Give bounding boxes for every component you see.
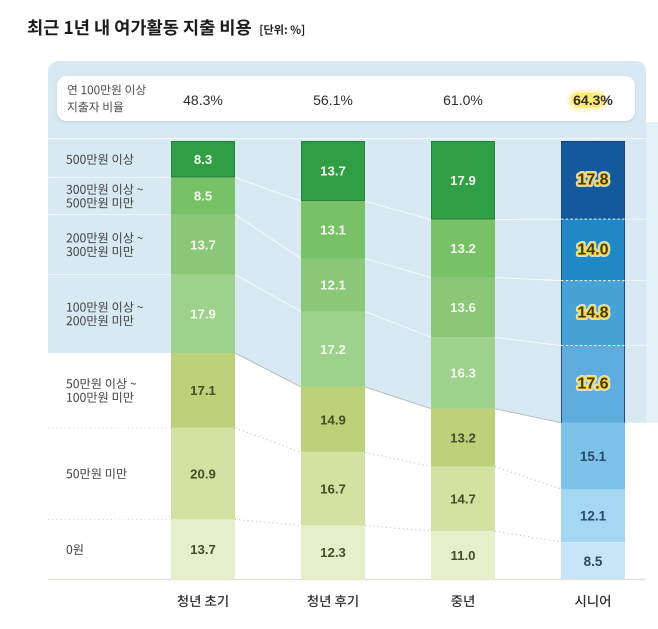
svg-text:13.7: 13.7: [320, 164, 346, 179]
svg-text:15.1: 15.1: [580, 449, 607, 464]
svg-text:14.8: 14.8: [577, 305, 608, 322]
svg-text:17.8: 17.8: [577, 172, 608, 189]
svg-text:17.9: 17.9: [190, 307, 216, 322]
svg-text:8.5: 8.5: [584, 554, 603, 569]
svg-text:12.1: 12.1: [580, 509, 607, 524]
svg-text:56.1%: 56.1%: [313, 92, 353, 108]
svg-text:13.7: 13.7: [190, 542, 216, 557]
svg-text:14.8: 14.8: [577, 305, 608, 322]
svg-text:13.1: 13.1: [320, 223, 346, 238]
svg-text:61.0%: 61.0%: [443, 92, 483, 108]
svg-text:16.7: 16.7: [320, 482, 346, 497]
svg-text:14.0: 14.0: [577, 241, 608, 258]
svg-text:17.6: 17.6: [577, 376, 608, 393]
svg-text:8.3: 8.3: [194, 152, 212, 167]
svg-text:48.3%: 48.3%: [183, 92, 223, 108]
svg-text:17.6: 17.6: [577, 376, 608, 393]
svg-text:13.2: 13.2: [450, 241, 476, 256]
svg-text:12.3: 12.3: [320, 545, 346, 560]
svg-text:64.3%: 64.3%: [573, 92, 613, 108]
svg-text:17.8: 17.8: [577, 172, 608, 189]
svg-text:11.0: 11.0: [451, 548, 476, 563]
svg-text:16.3: 16.3: [450, 366, 476, 381]
svg-text:14.7: 14.7: [450, 492, 476, 507]
svg-text:17.2: 17.2: [320, 342, 346, 357]
svg-text:13.2: 13.2: [450, 430, 476, 445]
svg-text:8.5: 8.5: [194, 189, 212, 204]
svg-text:17.6: 17.6: [577, 376, 608, 393]
svg-text:17.9: 17.9: [450, 173, 476, 188]
svg-text:12.1: 12.1: [320, 278, 346, 293]
svg-text:14.8: 14.8: [577, 305, 608, 322]
svg-text:13.6: 13.6: [450, 300, 476, 315]
svg-text:17.1: 17.1: [190, 383, 216, 398]
svg-text:17.8: 17.8: [577, 172, 608, 189]
svg-text:14.0: 14.0: [577, 241, 608, 258]
svg-text:13.7: 13.7: [190, 237, 216, 252]
svg-text:14.0: 14.0: [577, 241, 608, 258]
svg-text:20.9: 20.9: [190, 466, 216, 481]
svg-text:14.9: 14.9: [320, 412, 346, 427]
